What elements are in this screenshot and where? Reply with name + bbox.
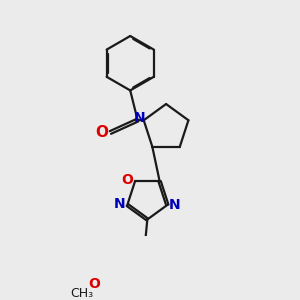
Text: N: N (169, 198, 181, 212)
Text: N: N (134, 111, 146, 125)
Text: O: O (88, 277, 100, 291)
Text: CH₃: CH₃ (70, 286, 93, 300)
Text: N: N (114, 197, 125, 211)
Text: O: O (95, 125, 108, 140)
Text: O: O (122, 173, 134, 187)
